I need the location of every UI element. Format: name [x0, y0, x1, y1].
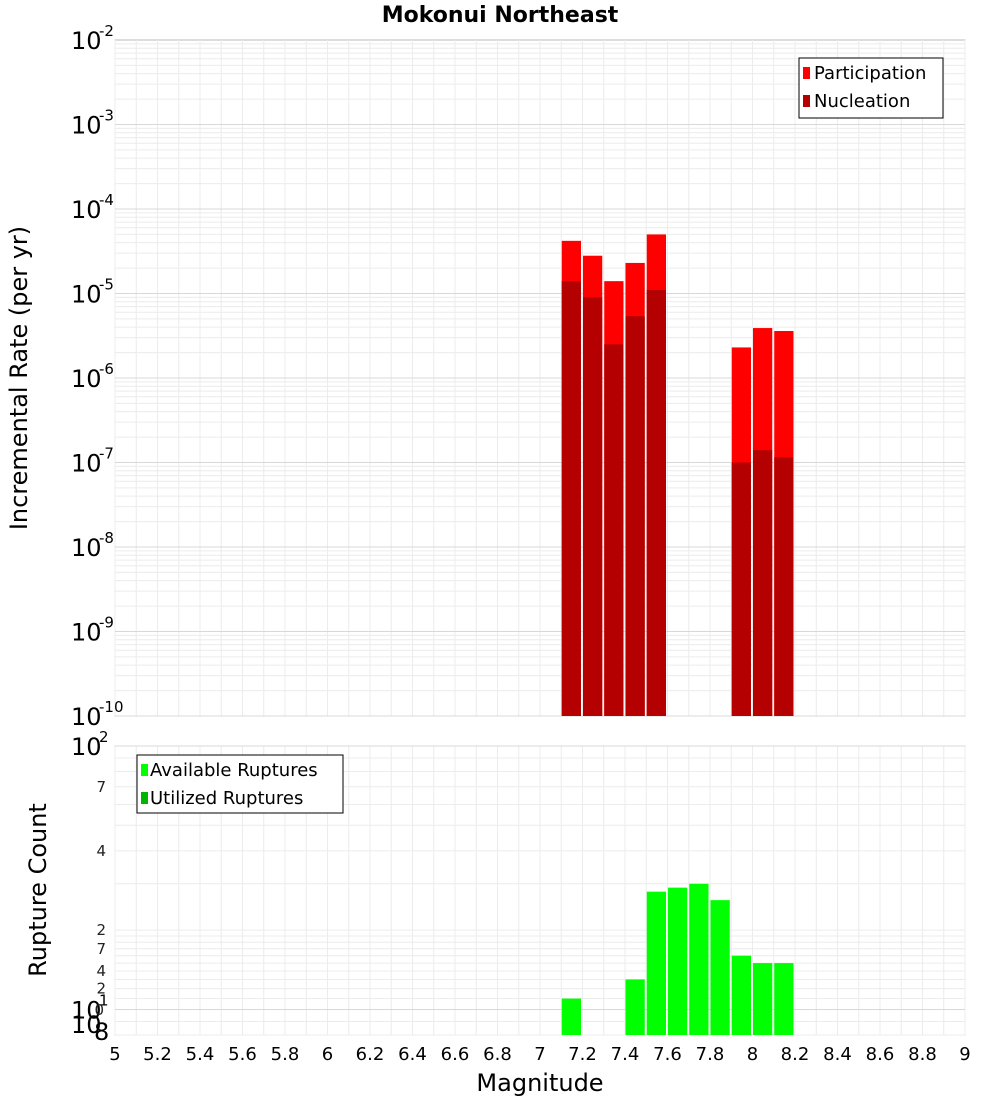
top-bar-nucleation	[604, 344, 624, 716]
bottom-y-axis-label: Rupture Count	[24, 803, 52, 977]
top-y-tick-exponent: -8	[99, 529, 114, 547]
legend-label-participation: Participation	[814, 63, 926, 84]
bottom-bar-available-ruptures	[561, 998, 581, 1035]
top-y-tick-base: 10	[71, 112, 102, 140]
legend-swatch-participation	[803, 67, 810, 79]
bottom-y-tick-exponent: 1	[99, 991, 109, 1009]
x-tick-label: 8	[747, 1044, 758, 1065]
bottom-y-tick-exponent: 2	[99, 728, 109, 746]
top-bar-nucleation	[625, 316, 645, 716]
top-y-tick-base: 10	[71, 450, 102, 478]
x-tick-label: 7	[534, 1044, 545, 1065]
bottom-y-tick-min-label: 8	[94, 1018, 109, 1046]
top-bar-nucleation	[561, 281, 581, 716]
bottom-y-tick-base: 10	[71, 1011, 102, 1039]
top-y-tick-exponent: -7	[99, 445, 114, 463]
x-tick-label: 6.4	[398, 1044, 427, 1065]
top-y-tick-base: 10	[71, 703, 102, 731]
top-y-tick-base: 10	[71, 281, 102, 309]
x-tick-label: 6	[322, 1044, 333, 1065]
legend-label-utilized-ruptures: Utilized Ruptures	[150, 788, 303, 809]
bottom-bar-available-ruptures	[646, 891, 666, 1035]
legend-label-available-ruptures: Available Ruptures	[150, 760, 318, 781]
top-y-tick-base: 10	[71, 196, 102, 224]
top-y-tick-exponent: -10	[99, 698, 124, 716]
top-y-axis-label: Incremental Rate (per yr)	[5, 226, 33, 530]
bottom-bar-available-ruptures	[689, 883, 709, 1035]
x-tick-label: 8.6	[866, 1044, 895, 1065]
bottom-y-tick-minor: 2	[96, 921, 106, 939]
bottom-y-tick-base: 10	[71, 996, 102, 1024]
bottom-bars	[561, 883, 794, 1035]
legend-swatch-nucleation	[803, 95, 810, 107]
x-tick-label: 5.6	[228, 1044, 257, 1065]
bottom-y-tick-base: 10	[71, 733, 102, 761]
bottom-bar-available-ruptures	[731, 955, 751, 1035]
chart-title: Mokonui Northeast	[382, 3, 619, 28]
top-y-tick-base: 10	[71, 619, 102, 647]
top-bar-nucleation	[731, 462, 751, 716]
bottom-legend-box	[136, 754, 344, 814]
x-tick-label: 8.2	[781, 1044, 810, 1065]
top-y-tick-base: 10	[71, 534, 102, 562]
bottom-y-tick-minor: 7	[96, 778, 106, 796]
bottom-y-tick-exponent: 0	[94, 1001, 104, 1019]
bottom-legend: Available Ruptures Utilized Ruptures	[136, 754, 344, 814]
bottom-y-tick-minor: 4	[96, 842, 106, 860]
top-y-tick-exponent: -3	[99, 107, 114, 125]
x-tick-label: 6.6	[441, 1044, 470, 1065]
top-bar-nucleation	[774, 457, 794, 716]
top-legend: Participation Nucleation	[798, 57, 944, 119]
top-bar-nucleation	[646, 290, 666, 716]
x-tick-label: 6.8	[483, 1044, 512, 1065]
top-y-tick-exponent: -2	[99, 22, 114, 40]
top-y-tick-exponent: -6	[99, 360, 114, 378]
bottom-bar-available-ruptures	[668, 887, 688, 1035]
x-tick-labels: 5 5.2 5.4 5.6 5.8 6 6.2 6.4 6.6 6.8 7 7.2 7.4 7.6 7.8 8…	[109, 1044, 970, 1065]
x-tick-label: 7.8	[696, 1044, 725, 1065]
legend-swatch-available-ruptures	[141, 764, 148, 776]
x-tick-label: 8.4	[823, 1044, 852, 1065]
x-tick-label: 7.2	[568, 1044, 597, 1065]
x-tick-label: 5.8	[271, 1044, 300, 1065]
top-bar-nucleation	[753, 450, 773, 716]
x-tick-label: 7.4	[611, 1044, 640, 1065]
top-legend-box	[798, 57, 944, 119]
x-tick-label: 8.8	[908, 1044, 937, 1065]
top-bars	[561, 234, 794, 717]
bottom-y-tick-minor: 4	[96, 962, 106, 980]
bottom-bar-available-ruptures	[625, 979, 645, 1035]
x-tick-label: 5	[109, 1044, 120, 1065]
bottom-y-tick-minor: 2	[96, 980, 106, 998]
top-y-tick-base: 10	[71, 365, 102, 393]
bottom-bar-available-ruptures	[774, 963, 794, 1035]
top-grid	[114, 40, 966, 717]
x-tick-label: 5.2	[143, 1044, 172, 1065]
bottom-bar-available-ruptures	[753, 963, 773, 1035]
top-y-tick-base: 10	[71, 27, 102, 55]
legend-label-nucleation: Nucleation	[814, 91, 910, 112]
top-bar-nucleation	[583, 297, 603, 716]
x-tick-label: 7.6	[653, 1044, 682, 1065]
top-y-tick-exponent: -5	[99, 276, 114, 294]
top-y-tick-exponent: -9	[99, 614, 114, 632]
x-tick-label: 5.4	[186, 1044, 215, 1065]
x-tick-label: 6.2	[356, 1044, 385, 1065]
top-y-tick-exponent: -4	[99, 191, 114, 209]
x-axis-label: Magnitude	[476, 1069, 603, 1097]
legend-swatch-utilized-ruptures	[141, 792, 148, 804]
x-tick-label: 9	[959, 1044, 970, 1065]
bottom-bar-available-ruptures	[710, 900, 730, 1035]
bottom-y-tick-minor: 7	[96, 940, 106, 958]
